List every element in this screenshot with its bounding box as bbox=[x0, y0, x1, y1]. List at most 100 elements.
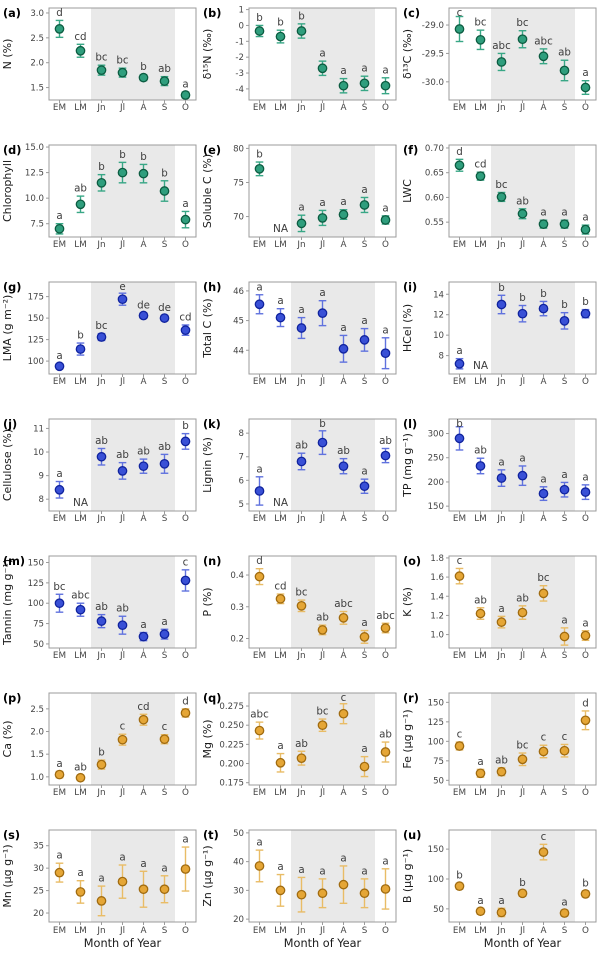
data-point bbox=[496, 907, 507, 918]
x-tick-label: S bbox=[562, 514, 568, 524]
plot-border bbox=[48, 144, 197, 238]
y-tick-label: 45 bbox=[233, 317, 244, 327]
plot-border bbox=[248, 7, 397, 101]
x-tick-label: Jn bbox=[496, 788, 505, 798]
significance-letter: ab bbox=[316, 612, 329, 624]
significance-letter: abc bbox=[534, 35, 553, 47]
data-point bbox=[380, 348, 391, 359]
x-tick-label: Jn bbox=[96, 514, 105, 524]
y-tick-label: 0.200 bbox=[219, 760, 244, 770]
data-point bbox=[296, 218, 307, 229]
data-point bbox=[180, 90, 191, 100]
significance-letter: a bbox=[361, 315, 367, 327]
significance-letter: a bbox=[582, 212, 588, 224]
significance-letter: a bbox=[361, 63, 367, 75]
x-tick-label: EM bbox=[253, 514, 266, 524]
data-point bbox=[380, 80, 391, 91]
plot-border bbox=[248, 692, 397, 786]
data-point bbox=[359, 78, 370, 89]
x-tick-label: O bbox=[382, 240, 389, 250]
significance-letter: b bbox=[519, 292, 526, 304]
significance-letter: b bbox=[582, 296, 589, 308]
significance-letter: ab bbox=[495, 754, 508, 766]
data-point bbox=[254, 861, 265, 871]
x-tick-label: Jn bbox=[96, 103, 105, 113]
x-tick-label: S bbox=[162, 103, 168, 113]
y-axis-label: Lignin (%) bbox=[201, 437, 214, 493]
x-tick-label: EM bbox=[53, 240, 66, 250]
x-tick-label: A bbox=[140, 377, 146, 387]
data-point bbox=[296, 26, 307, 36]
data-point bbox=[454, 881, 465, 892]
x-tick-label: S bbox=[162, 240, 168, 250]
data-point bbox=[559, 484, 570, 495]
significance-letter: a bbox=[340, 196, 346, 208]
x-tick-label: S bbox=[362, 651, 368, 661]
data-point bbox=[359, 761, 370, 772]
data-point bbox=[296, 753, 307, 764]
significance-letter: ab bbox=[516, 592, 529, 604]
y-tick-label: 1.4 bbox=[430, 592, 444, 602]
data-point bbox=[75, 45, 86, 56]
significance-letter: b bbox=[319, 418, 326, 430]
y-tick-label: 7 bbox=[239, 453, 244, 463]
data-point bbox=[96, 759, 107, 770]
y-tick-label: 50 bbox=[33, 640, 44, 650]
x-tick-label: LM bbox=[74, 651, 87, 661]
y-tick-label: 100 bbox=[428, 737, 444, 747]
data-point bbox=[96, 896, 107, 906]
data-point bbox=[475, 906, 486, 917]
x-tick-label: LM bbox=[74, 788, 87, 798]
x-tick-label: Jl bbox=[519, 651, 525, 661]
data-point bbox=[475, 608, 486, 619]
data-point bbox=[75, 772, 86, 783]
y-tick-label: 1.5 bbox=[30, 750, 44, 760]
growing-season-band bbox=[291, 419, 375, 511]
significance-letter: bc bbox=[516, 17, 529, 29]
significance-letter: ab bbox=[295, 440, 308, 452]
y-tick-label: 200 bbox=[428, 478, 444, 488]
data-point bbox=[359, 888, 370, 899]
significance-letter: a bbox=[361, 184, 367, 196]
y-tick-label: 50 bbox=[233, 829, 244, 839]
y-tick-label: 9 bbox=[39, 472, 44, 482]
significance-letter: a bbox=[98, 873, 104, 885]
significance-letter: ab bbox=[558, 47, 571, 59]
data-point bbox=[496, 192, 507, 202]
x-tick-label: A bbox=[340, 240, 346, 250]
y-tick-label: 8 bbox=[439, 352, 444, 362]
y-axis-label: LWC bbox=[401, 179, 414, 203]
significance-letter: c bbox=[341, 692, 347, 704]
y-tick-label: 1.6 bbox=[430, 573, 444, 583]
significance-letter: a bbox=[298, 304, 304, 316]
significance-letter: a bbox=[498, 456, 504, 468]
significance-letter: ab bbox=[158, 63, 171, 75]
panel-tag: (h) bbox=[203, 281, 221, 294]
data-point bbox=[54, 769, 65, 780]
data-point bbox=[517, 888, 528, 899]
x-tick-label: Jn bbox=[296, 377, 305, 387]
y-tick-label: 0.65 bbox=[425, 169, 444, 179]
y-axis-label: Soluble C (%) bbox=[201, 154, 214, 228]
x-tick-label: Jl bbox=[119, 514, 125, 524]
x-tick-label: EM bbox=[453, 103, 466, 113]
x-tick-label: LM bbox=[274, 103, 287, 113]
significance-letter: a bbox=[77, 867, 83, 879]
chart-h: 44 45 46 EM LM Jn Jl A S Oa a a a a a a Total C (%) (h) bbox=[201, 281, 397, 387]
significance-letter: a bbox=[140, 858, 146, 870]
x-tick-label: EM bbox=[53, 651, 66, 661]
significance-letter: b bbox=[256, 149, 263, 161]
x-tick-label: Jl bbox=[319, 514, 325, 524]
significance-letter: ab bbox=[379, 729, 392, 741]
significance-letter: a bbox=[361, 466, 367, 478]
significance-letter: b bbox=[540, 288, 547, 300]
x-tick-label: S bbox=[362, 103, 368, 113]
x-tick-label: A bbox=[540, 103, 546, 113]
y-tick-label: 0.4 bbox=[230, 571, 244, 581]
data-point bbox=[138, 714, 149, 725]
data-point bbox=[159, 629, 170, 640]
